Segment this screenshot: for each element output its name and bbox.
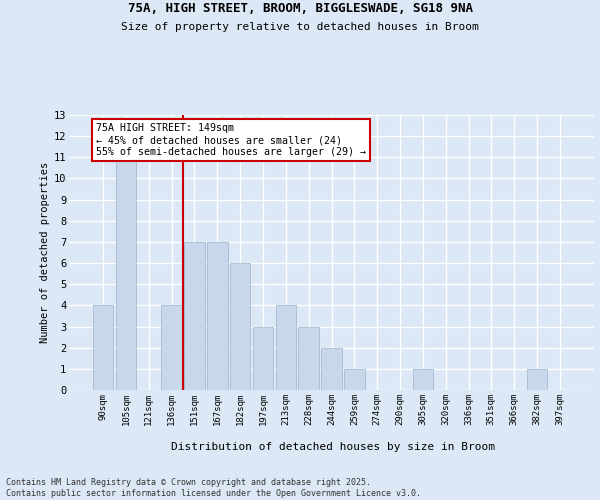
Text: 75A, HIGH STREET, BROOM, BIGGLESWADE, SG18 9NA: 75A, HIGH STREET, BROOM, BIGGLESWADE, SG… [128,2,473,16]
Bar [116,158,136,390]
Y-axis label: Number of detached properties: Number of detached properties [40,162,50,343]
Bar [230,263,250,390]
Text: Distribution of detached houses by size in Broom: Distribution of detached houses by size … [171,442,495,452]
Bar [344,369,365,390]
Text: Size of property relative to detached houses in Broom: Size of property relative to detached ho… [121,22,479,32]
Bar [527,369,547,390]
Bar [93,306,113,390]
Bar [184,242,205,390]
Bar [161,306,182,390]
Text: Contains HM Land Registry data © Crown copyright and database right 2025.
Contai: Contains HM Land Registry data © Crown c… [6,478,421,498]
Bar [321,348,342,390]
Bar [298,326,319,390]
Bar [275,306,296,390]
Bar [253,326,273,390]
Bar [207,242,227,390]
Bar [413,369,433,390]
Text: 75A HIGH STREET: 149sqm
← 45% of detached houses are smaller (24)
55% of semi-de: 75A HIGH STREET: 149sqm ← 45% of detache… [96,124,366,156]
